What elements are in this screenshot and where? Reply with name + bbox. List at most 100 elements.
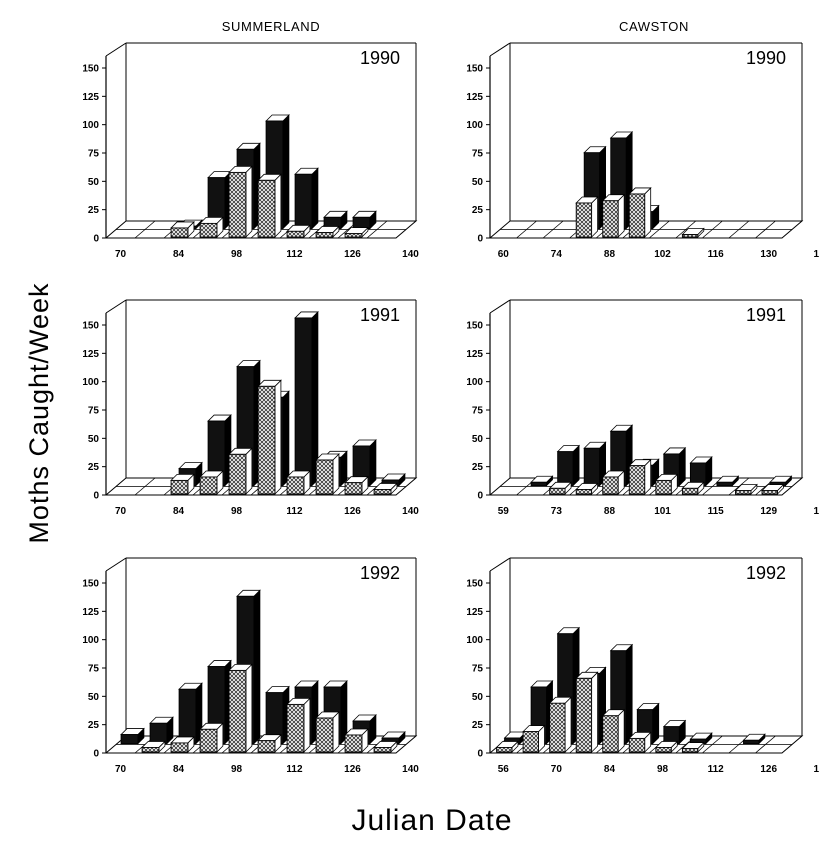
- bar-hatched: [315, 225, 340, 238]
- bar-front: [681, 748, 699, 753]
- bar-front: [257, 179, 276, 238]
- bar-side: [274, 379, 282, 495]
- y-tick-label: 100: [466, 377, 483, 388]
- bar-hatched: [228, 447, 253, 495]
- bar-front: [557, 451, 574, 487]
- bar-front: [549, 487, 566, 495]
- bar-solid: [120, 727, 145, 745]
- y-tick-label: 100: [82, 377, 99, 388]
- floor-divider: [702, 220, 723, 239]
- y-tick-label: 25: [88, 205, 100, 216]
- bar-side: [625, 643, 633, 745]
- bar-side: [617, 193, 625, 238]
- y-tick-label: 75: [88, 664, 100, 675]
- bar-front: [575, 202, 593, 238]
- y-tick-label: 50: [88, 434, 100, 445]
- bar-hatched: [228, 663, 253, 753]
- bar-hatched: [575, 482, 599, 495]
- x-tick-label: 126: [344, 249, 361, 260]
- x-tick-label: 130: [760, 249, 777, 260]
- bar-solid: [530, 475, 554, 487]
- y-tick-label: 75: [88, 406, 100, 417]
- y-tick-label: 150: [82, 321, 99, 332]
- bar-front: [315, 459, 334, 495]
- year-label: 1990: [746, 48, 786, 68]
- bar-side: [274, 173, 282, 238]
- bar-hatched: [628, 731, 652, 753]
- bar-side: [564, 696, 572, 753]
- bar-front: [628, 465, 646, 495]
- bar-hatched: [170, 735, 195, 753]
- floor: [488, 477, 804, 496]
- bar-solid: [294, 167, 319, 230]
- y-tick-label: 0: [477, 749, 483, 760]
- bar-hatched: [286, 697, 311, 753]
- bar-front: [294, 317, 313, 487]
- bar-hatched: [601, 193, 626, 238]
- bar-side: [591, 671, 599, 753]
- year-label: 1991: [360, 305, 400, 325]
- bar-hatched: [761, 483, 785, 495]
- y-tick-label: 150: [466, 64, 483, 75]
- y-tick-label: 25: [88, 720, 100, 731]
- x-tick-label: 140: [402, 506, 419, 517]
- bar-hatched: [628, 458, 652, 495]
- bar-hatched: [315, 453, 340, 495]
- bar-front: [681, 487, 699, 495]
- x-tick-label: 116: [708, 249, 725, 260]
- y-tick-label: 25: [472, 205, 484, 216]
- x-tick-label: 84: [604, 764, 616, 775]
- bar-hatched: [548, 696, 573, 753]
- bar-solid: [583, 441, 607, 487]
- bar-front: [655, 747, 672, 753]
- bar-front: [344, 734, 363, 753]
- x-tick-label: 126: [344, 764, 361, 775]
- bar-hatched: [601, 708, 626, 753]
- bar-front: [352, 216, 371, 230]
- bar-hatched: [257, 733, 282, 753]
- back-top-edge: [489, 299, 511, 314]
- bar-front: [628, 737, 646, 753]
- y-tick-label: 150: [466, 321, 483, 332]
- back-top-edge: [105, 42, 127, 57]
- x-tick-label: 143: [813, 506, 819, 517]
- bar-solid: [294, 310, 319, 487]
- bar-front: [575, 677, 593, 753]
- bar-side: [282, 114, 290, 230]
- bar-front: [496, 747, 513, 753]
- y-tick-label: 150: [82, 64, 99, 75]
- x-tick-label: 102: [654, 249, 671, 260]
- y-tick-label: 0: [93, 234, 99, 245]
- y-tick-label: 75: [472, 664, 484, 675]
- y-tick-label: 125: [82, 607, 99, 618]
- bar-front: [170, 227, 189, 238]
- y-tick-label: 150: [466, 579, 483, 590]
- back-top-edge: [489, 557, 511, 572]
- bar-front: [141, 747, 160, 753]
- x-tick-label: 126: [760, 764, 777, 775]
- y-tick-label: 50: [472, 177, 484, 188]
- floor-divider: [702, 735, 723, 754]
- bar-hatched: [734, 483, 758, 495]
- bar-front: [602, 715, 619, 753]
- bar-side: [245, 447, 253, 495]
- bar-front: [257, 740, 276, 753]
- column-title-cawston: CAWSTON: [619, 19, 689, 34]
- floor-divider: [728, 477, 750, 496]
- floor-divider: [366, 220, 388, 239]
- x-tick-label: 98: [231, 506, 243, 517]
- bar-front: [286, 230, 305, 238]
- y-axis-label: Moths Caught/Week: [24, 282, 54, 543]
- y-tick-label: 25: [472, 462, 484, 473]
- x-tick-label: 70: [115, 506, 127, 517]
- bar-front: [199, 222, 218, 238]
- bar-side: [303, 697, 311, 753]
- x-tick-label: 59: [498, 506, 510, 517]
- y-tick-label: 50: [88, 177, 100, 188]
- bar-solid: [556, 444, 581, 487]
- bar-hatched: [344, 728, 369, 753]
- bar-hatched: [257, 173, 282, 238]
- year-label: 1992: [746, 563, 786, 583]
- bar-hatched: [601, 470, 626, 495]
- bar-front: [315, 717, 334, 753]
